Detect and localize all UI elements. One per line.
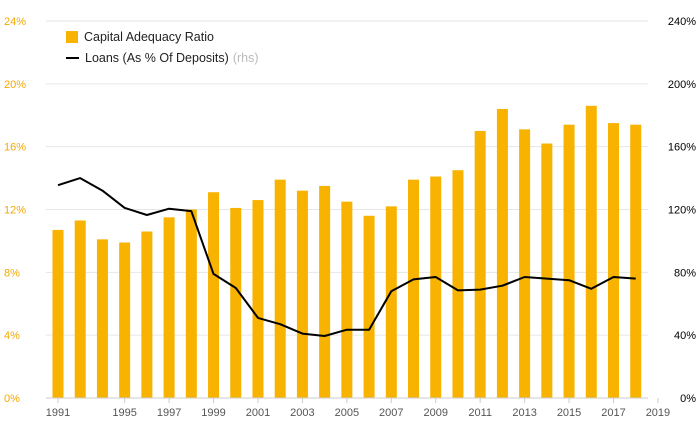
y-left-tick-label: 12% xyxy=(4,205,26,217)
bar xyxy=(519,129,531,398)
x-tick-label: 2001 xyxy=(246,407,270,419)
y-left-tick-label: 16% xyxy=(4,142,26,154)
bar xyxy=(341,201,353,398)
bar xyxy=(141,231,153,398)
x-tick-label: 1997 xyxy=(157,407,181,419)
bar xyxy=(74,220,86,398)
bar xyxy=(208,192,220,398)
legend-line-swatch xyxy=(66,56,79,59)
x-tick-label: 2015 xyxy=(557,407,581,419)
bar xyxy=(52,229,64,398)
bar xyxy=(452,170,464,398)
y-right-tick-label: 120% xyxy=(668,205,696,217)
y-right-tick-label: 200% xyxy=(668,79,696,91)
legend-bar-swatch xyxy=(66,30,78,43)
bar xyxy=(119,242,131,398)
y-left-tick-label: 8% xyxy=(4,267,20,279)
legend-item-line: Loans (As % Of Deposits) (rhs) xyxy=(66,47,259,68)
x-tick-label: 1995 xyxy=(112,407,136,419)
bar xyxy=(408,179,420,398)
legend-line-suffix: (rhs) xyxy=(232,50,259,65)
bar xyxy=(296,190,308,398)
y-left-tick-label: 20% xyxy=(4,79,26,91)
x-tick-label: 2007 xyxy=(379,407,403,419)
legend-item-bar: Capital Adequacy Ratio xyxy=(66,26,259,47)
x-tick-label: 2013 xyxy=(512,407,536,419)
y-right-tick-label: 80% xyxy=(674,267,696,279)
bar xyxy=(385,206,397,398)
legend-bar-label: Capital Adequacy Ratio xyxy=(84,29,214,44)
y-left-tick-label: 24% xyxy=(4,16,26,28)
x-tick-label: 2005 xyxy=(335,407,359,419)
bar xyxy=(363,215,375,398)
y-right-tick-label: 160% xyxy=(668,142,696,154)
y-right-tick-label: 240% xyxy=(668,16,696,28)
y-left-tick-label: 0% xyxy=(4,393,20,405)
bar xyxy=(185,209,197,398)
bar xyxy=(430,176,442,398)
loans-line xyxy=(57,177,636,337)
bar xyxy=(252,200,264,398)
x-tick-label: 2003 xyxy=(290,407,314,419)
bar xyxy=(585,105,597,398)
bar xyxy=(163,217,175,398)
bar xyxy=(630,124,642,399)
x-tick-label: 2019 xyxy=(646,407,670,419)
y-axis-left: 0% 4% 8% 12% 16% 20% 24% xyxy=(4,16,26,405)
bar xyxy=(474,130,486,399)
x-tick-label: 2011 xyxy=(468,407,492,419)
x-axis: 1991 1995 1997 1999 2001 2003 2005 2007 2009 2011… xyxy=(46,397,670,419)
x-tick-label: 2009 xyxy=(423,407,447,419)
x-tick-label: 2017 xyxy=(601,407,625,419)
y-right-tick-label: 0% xyxy=(680,393,696,405)
x-tick-label: 1999 xyxy=(201,407,225,419)
y-left-tick-label: 4% xyxy=(4,330,20,342)
bar xyxy=(319,185,331,398)
bar xyxy=(274,179,286,398)
bar xyxy=(496,108,508,398)
bar xyxy=(230,207,242,398)
legend-line-label: Loans (As % Of Deposits) xyxy=(85,50,229,65)
y-axis-right: 0% 40% 80% 120% 160% 200% 240% xyxy=(668,16,696,405)
legend: Capital Adequacy Ratio Loans (As % Of De… xyxy=(66,26,259,68)
y-right-tick-label: 40% xyxy=(674,330,696,342)
x-tick-label: 1991 xyxy=(46,407,70,419)
line-series xyxy=(57,177,636,337)
bar-series xyxy=(52,105,642,399)
bar xyxy=(563,124,575,399)
bar xyxy=(96,239,108,398)
bar xyxy=(541,143,553,398)
bar xyxy=(608,123,619,399)
